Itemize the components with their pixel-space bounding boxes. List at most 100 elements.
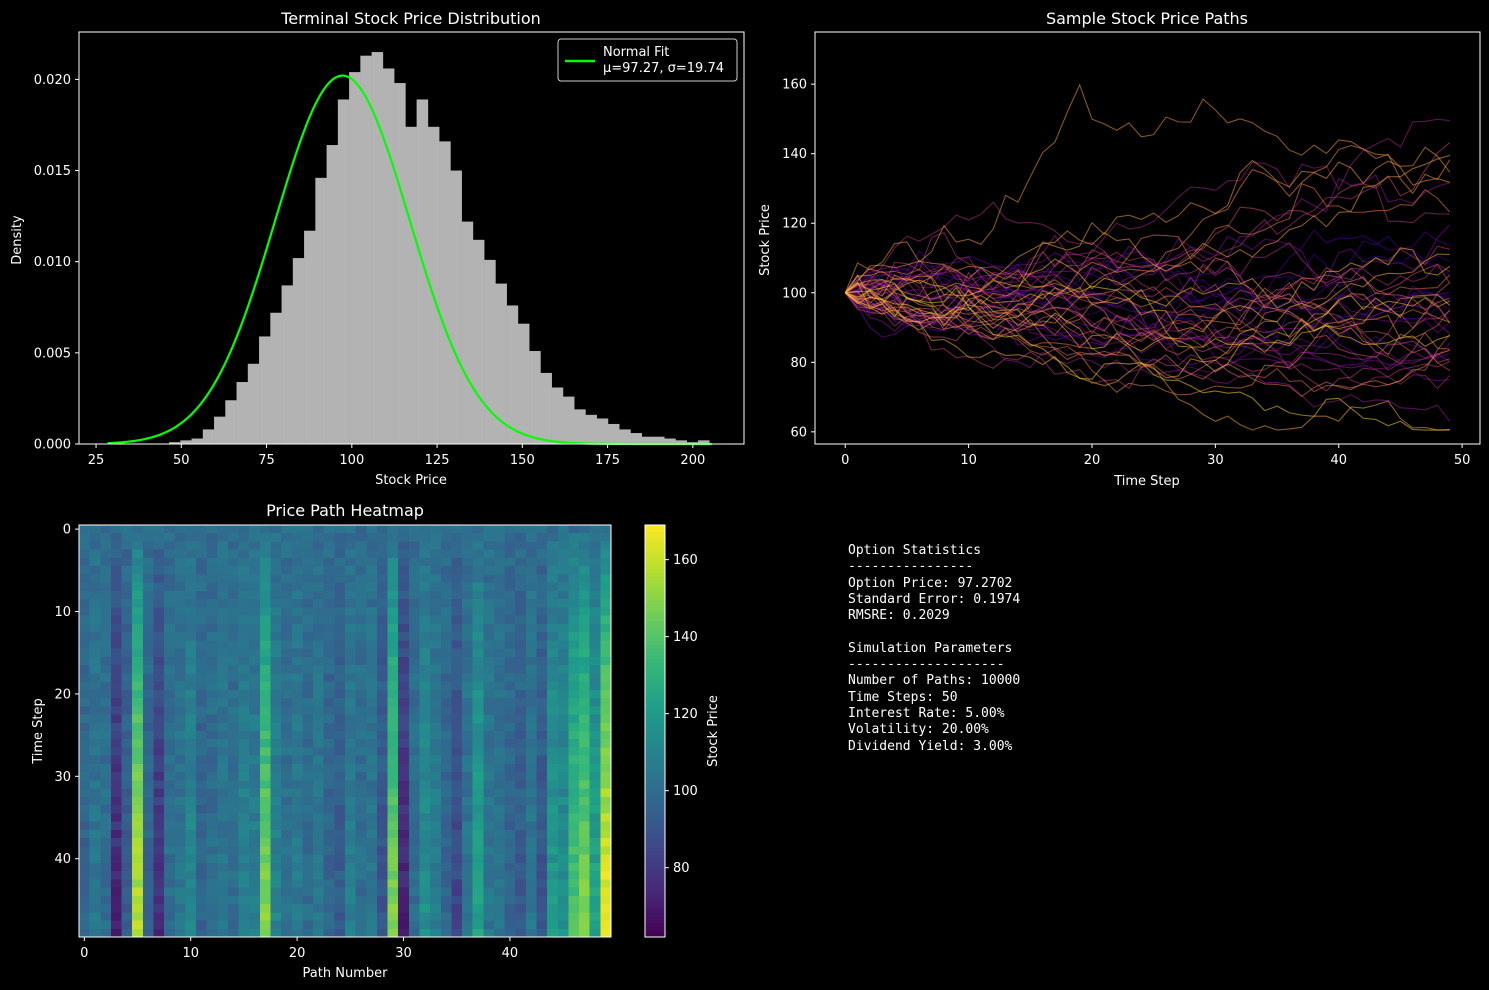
heatmap-cell [451, 821, 463, 831]
heatmap-cell [313, 590, 325, 600]
heatmap-cell [174, 846, 186, 855]
heatmap-cell [164, 582, 176, 592]
y-tick-label: 120 [782, 217, 807, 232]
heatmap-cell [313, 871, 325, 880]
heatmap-cell [185, 566, 197, 575]
heatmap-cell [472, 599, 484, 608]
heatmap-cell [100, 772, 112, 781]
heatmap-cell [579, 796, 591, 806]
heatmap-cell [483, 648, 495, 658]
paths-x-ticks: 0 10 20 30 40 50 [841, 444, 1470, 468]
heatmap-cell [355, 656, 367, 666]
heatmap-cell [110, 722, 122, 732]
colorbar-segment [645, 686, 665, 691]
heatmap-cell [132, 772, 144, 781]
heatmap-cell [525, 928, 537, 938]
heatmap-cell [100, 920, 112, 930]
heatmap-cell [536, 689, 548, 699]
heatmap-cell [430, 904, 442, 913]
x-tick-label: 20 [1084, 453, 1101, 468]
heatmap-cell [376, 549, 388, 559]
heatmap-cell [174, 590, 186, 600]
heatmap-cell [164, 590, 176, 600]
heatmap-cell [525, 805, 537, 814]
heatmap-cell [132, 706, 144, 715]
heatmap-cell [483, 541, 495, 551]
heatmap-cell [185, 739, 197, 748]
heatmap-cell [547, 714, 559, 724]
heatmap-cell [132, 673, 144, 682]
heatmap-cell [153, 533, 165, 542]
heatmap-cell [249, 673, 261, 682]
heatmap-cell [132, 747, 144, 757]
heatmap-cell [121, 739, 133, 748]
heatmap-cell [440, 525, 452, 534]
heatmap-cell [419, 912, 431, 921]
heatmap-cell [89, 879, 101, 888]
heatmap-cell [174, 731, 186, 740]
heatmap-cell [589, 920, 601, 930]
heatmap-cell [462, 698, 474, 707]
heatmap-cell [238, 640, 250, 649]
colorbar-segment [645, 569, 665, 574]
colorbar-tick-label: 80 [673, 861, 690, 876]
heatmap-cell [153, 541, 165, 551]
heatmap-cell [142, 772, 154, 781]
colorbar-segment [645, 648, 665, 653]
heatmap-cell [600, 533, 612, 542]
heatmap-cell [536, 838, 548, 847]
heatmap-cell [366, 689, 378, 699]
heatmap-cell [164, 623, 176, 633]
heatmap-cell [121, 632, 133, 641]
heatmap-cell [493, 706, 505, 715]
heatmap-cell [557, 846, 569, 855]
heatmap-cell [227, 813, 239, 823]
heatmap-cell [323, 862, 335, 872]
heatmap-cell [536, 599, 548, 608]
heatmap-cell [174, 525, 186, 534]
heatmap-cell [568, 557, 580, 567]
heatmap-cell [323, 615, 335, 625]
heatmap-cells [79, 525, 612, 938]
heatmap-cell [313, 541, 325, 551]
heatmap-cell [89, 549, 101, 559]
colorbar-segment [645, 586, 665, 591]
heatmap-cell [121, 829, 133, 839]
heatmap-cell [100, 714, 112, 724]
heatmap-cell [600, 747, 612, 757]
heatmap-cell [547, 623, 559, 633]
heatmap-cell [589, 689, 601, 699]
paths-panel: Sample Stock Price Paths 0 10 20 30 40 50 608… [758, 9, 1481, 489]
heatmap-cell [345, 813, 357, 823]
heatmap-cell [557, 582, 569, 592]
colorbar-segment [645, 607, 665, 612]
heatmap-cell [483, 871, 495, 880]
heatmap-cell [270, 615, 282, 625]
heatmap-cell [589, 854, 601, 864]
heatmap-cell [79, 607, 91, 617]
heatmap-cell [376, 788, 388, 798]
heatmap-cell [557, 615, 569, 625]
heatmap-cell [238, 731, 250, 740]
legend-box [557, 38, 738, 82]
heatmap-cell [376, 862, 388, 872]
heatmap-cell [196, 805, 208, 814]
heatmap-cell [536, 632, 548, 641]
heatmap-cell [493, 904, 505, 913]
heatmap-cell [493, 821, 505, 831]
heatmap-cell [196, 648, 208, 658]
heatmap-cell [270, 623, 282, 633]
heatmap-cell [89, 813, 101, 823]
heatmap-cell [589, 813, 601, 823]
heatmap-cell [270, 871, 282, 880]
heatmap-cell [302, 665, 314, 674]
heatmap-cell [164, 780, 176, 790]
heatmap-cell [345, 566, 357, 575]
heatmap-cell [355, 879, 367, 888]
heatmap-cell [493, 887, 505, 897]
stats-line: Option Price: 97.2702 [848, 575, 1013, 591]
heatmap-cell [440, 714, 452, 724]
heatmap-cell [153, 788, 165, 798]
colorbar-segment [645, 775, 665, 780]
heatmap-cell [557, 599, 569, 608]
